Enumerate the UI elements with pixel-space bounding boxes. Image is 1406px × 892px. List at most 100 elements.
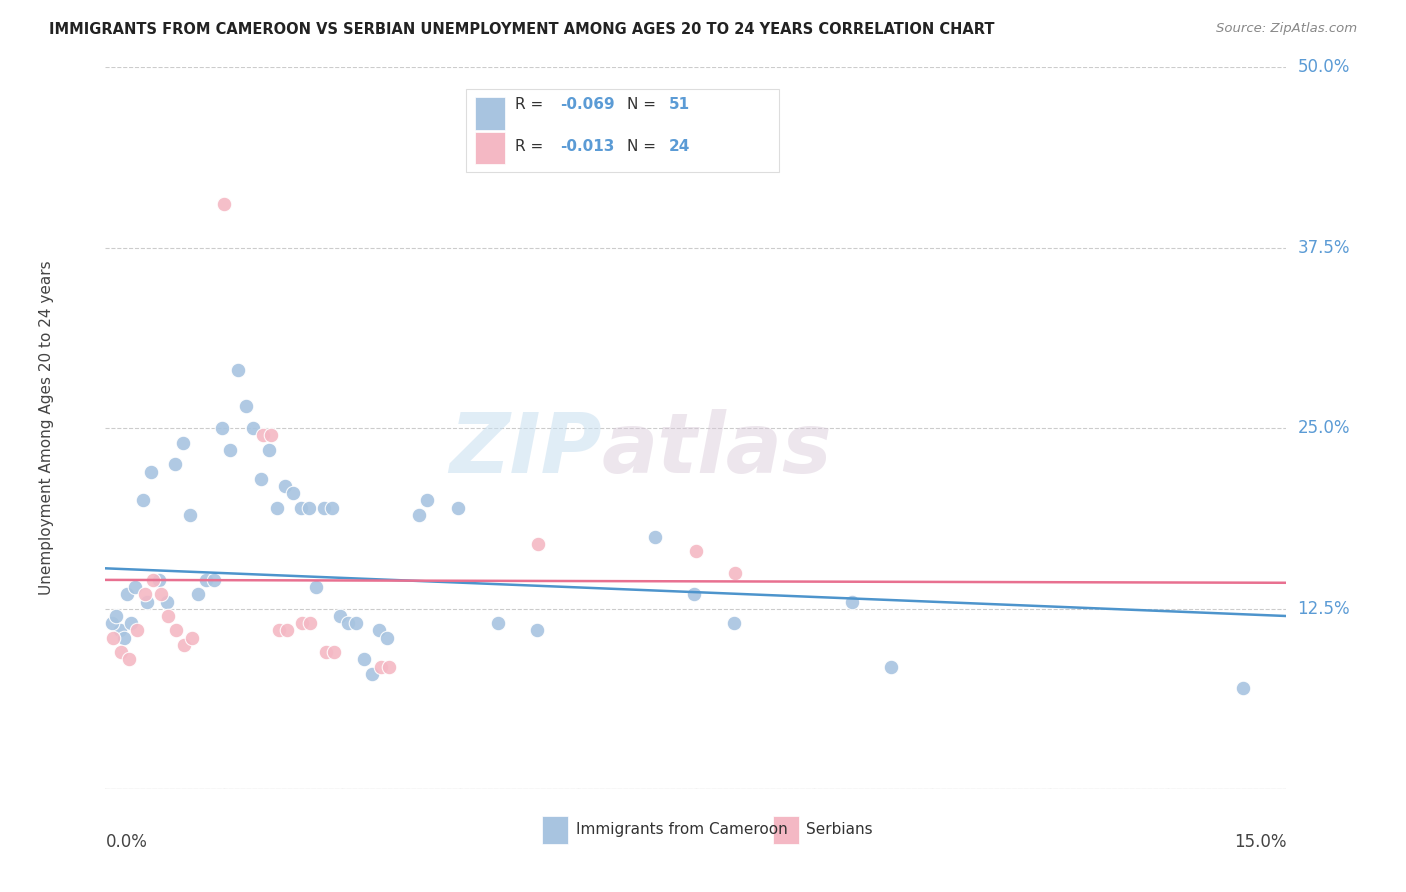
Point: [415, 493, 437, 508]
Point: [165, 624, 187, 638]
Point: [841, 594, 863, 608]
Text: -0.069: -0.069: [560, 97, 614, 112]
Text: Source: ZipAtlas.com: Source: ZipAtlas.com: [1216, 22, 1357, 36]
Text: N =: N =: [627, 139, 661, 154]
Point: [723, 616, 745, 631]
Point: [202, 573, 225, 587]
Text: IMMIGRANTS FROM CAMEROON VS SERBIAN UNEMPLOYMENT AMONG AGES 20 TO 24 YEARS CORRE: IMMIGRANTS FROM CAMEROON VS SERBIAN UNEM…: [49, 22, 994, 37]
Point: [291, 616, 314, 631]
Bar: [465, 88, 779, 171]
Point: [276, 624, 298, 638]
Point: [329, 609, 352, 624]
Point: [124, 580, 146, 594]
Point: [260, 428, 283, 442]
Point: [118, 652, 141, 666]
Point: [408, 508, 430, 522]
Text: Serbians: Serbians: [806, 822, 873, 838]
Point: [157, 609, 180, 624]
Point: [1232, 681, 1254, 696]
Point: [880, 659, 903, 673]
Point: [375, 631, 398, 645]
Point: [297, 500, 319, 515]
Point: [112, 631, 135, 645]
Point: [218, 442, 240, 457]
Point: [274, 479, 297, 493]
Point: [108, 624, 131, 638]
Point: [683, 587, 706, 601]
Point: [172, 435, 194, 450]
Text: 51: 51: [669, 97, 690, 112]
Bar: [543, 816, 568, 844]
Point: [142, 573, 165, 587]
Point: [353, 652, 375, 666]
Text: 12.5%: 12.5%: [1298, 599, 1350, 618]
Point: [110, 645, 132, 659]
Point: [134, 587, 156, 601]
Text: 25.0%: 25.0%: [1298, 419, 1350, 437]
Point: [526, 624, 548, 638]
Point: [315, 645, 337, 659]
Point: [125, 624, 148, 638]
Point: [163, 457, 186, 471]
Point: [266, 500, 288, 515]
Point: [181, 631, 204, 645]
Point: [226, 363, 249, 377]
Point: [212, 197, 235, 211]
Point: [378, 659, 401, 673]
Bar: [475, 132, 505, 164]
Point: [290, 500, 312, 515]
Point: [527, 537, 550, 551]
Point: [103, 631, 125, 645]
Point: [252, 428, 274, 442]
Point: [370, 659, 392, 673]
Text: -0.013: -0.013: [560, 139, 614, 154]
Point: [132, 493, 155, 508]
Point: [305, 580, 328, 594]
Text: 37.5%: 37.5%: [1298, 238, 1350, 257]
Point: [156, 594, 179, 608]
Text: R =: R =: [515, 139, 548, 154]
Point: [486, 616, 509, 631]
Point: [148, 573, 170, 587]
Text: ZIP: ZIP: [449, 409, 602, 491]
Point: [724, 566, 747, 580]
Point: [336, 616, 359, 631]
Point: [149, 587, 172, 601]
Point: [139, 465, 162, 479]
Point: [344, 616, 367, 631]
Point: [321, 500, 343, 515]
Bar: [475, 97, 505, 129]
Point: [195, 573, 218, 587]
Point: [257, 442, 280, 457]
Point: [447, 500, 470, 515]
Point: [179, 508, 201, 522]
Text: Immigrants from Cameroon: Immigrants from Cameroon: [575, 822, 787, 838]
Text: atlas: atlas: [602, 409, 832, 491]
Text: R =: R =: [515, 97, 548, 112]
Point: [187, 587, 209, 601]
Point: [104, 609, 127, 624]
Point: [360, 666, 382, 681]
Point: [136, 594, 159, 608]
Text: Unemployment Among Ages 20 to 24 years: Unemployment Among Ages 20 to 24 years: [39, 260, 53, 596]
Bar: [773, 816, 799, 844]
Point: [299, 616, 322, 631]
Point: [235, 400, 257, 414]
Text: 50.0%: 50.0%: [1298, 58, 1350, 76]
Point: [117, 587, 139, 601]
Text: 15.0%: 15.0%: [1234, 833, 1286, 851]
Point: [267, 624, 290, 638]
Point: [314, 500, 336, 515]
Point: [250, 472, 273, 486]
Point: [242, 421, 264, 435]
Point: [322, 645, 344, 659]
Point: [644, 530, 666, 544]
Point: [368, 624, 391, 638]
Point: [281, 486, 304, 500]
Text: 0.0%: 0.0%: [105, 833, 148, 851]
Point: [173, 638, 195, 652]
Text: N =: N =: [627, 97, 661, 112]
Point: [120, 616, 142, 631]
Point: [100, 616, 122, 631]
Text: 24: 24: [669, 139, 690, 154]
